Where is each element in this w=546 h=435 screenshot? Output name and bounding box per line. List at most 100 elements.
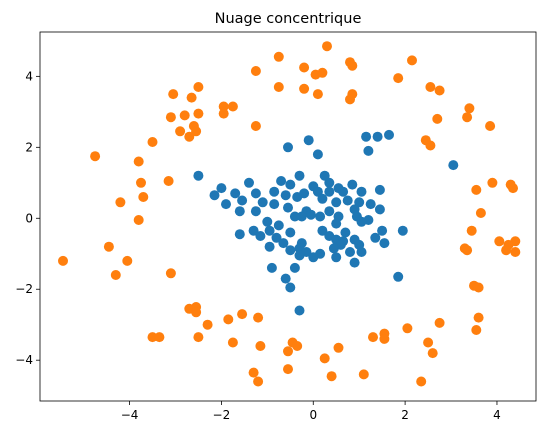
series-0-point-83 [356, 247, 367, 257]
series-1-point-44 [471, 184, 482, 195]
series-0-point-77 [379, 238, 390, 249]
x-tick-label-0: −4 [121, 408, 139, 422]
series-1-point-25 [218, 108, 229, 119]
series-1-point-87 [333, 342, 344, 353]
series-0-point-89 [349, 257, 360, 268]
series-1-point-71 [223, 314, 234, 325]
series-0-point-56 [331, 218, 342, 229]
series-1-point-67 [191, 307, 202, 318]
series-1-point-81 [379, 333, 390, 344]
series-1-point-37 [147, 137, 158, 147]
series-0-point-2 [283, 142, 293, 153]
series-0-point-28 [209, 190, 220, 201]
series-0-point-67 [271, 232, 282, 243]
series-0-point-18 [216, 183, 227, 194]
series-0-point-49 [315, 211, 326, 222]
series-1-point-96 [416, 376, 427, 387]
series-0-point-33 [342, 195, 353, 206]
series-1-point-85 [423, 337, 434, 348]
series-1-point-79 [193, 332, 204, 343]
x-tick-label-2: 0 [309, 408, 317, 422]
series-1-point-75 [402, 323, 413, 334]
series-1-point-70 [202, 319, 213, 330]
series-1-point-15 [345, 94, 355, 105]
series-1-point-8 [347, 60, 358, 71]
series-0-point-10 [294, 170, 305, 181]
series-1-point-41 [163, 176, 174, 186]
series-1-point-24 [179, 110, 190, 121]
series-0-point-3 [361, 131, 372, 142]
series-1-point-2 [273, 51, 284, 62]
series-0-point-73 [278, 238, 289, 249]
y-tick-label-4: 4 [25, 69, 33, 83]
series-1-point-95 [253, 376, 264, 387]
series-1-point-34 [184, 131, 195, 142]
series-1-point-18 [168, 89, 179, 100]
series-1-point-54 [103, 241, 114, 252]
series-1-point-91 [248, 367, 259, 378]
series-1-point-48 [475, 208, 486, 218]
series-0-point-38 [257, 197, 268, 208]
series-1-point-60 [58, 255, 68, 266]
series-1-point-21 [227, 101, 238, 112]
series-1-point-62 [165, 268, 176, 279]
series-1-point-69 [253, 312, 264, 323]
series-1-point-90 [319, 353, 330, 364]
y-tick-label-3: 2 [25, 140, 33, 154]
series-1-point-42 [487, 177, 498, 188]
series-0-point-44 [374, 204, 385, 215]
series-0-point-93 [393, 271, 404, 282]
series-1-point-61 [110, 270, 121, 280]
series-0-point-4 [372, 131, 383, 142]
series-1-point-93 [326, 371, 337, 382]
series-1-point-88 [283, 346, 293, 357]
series-1-point-0 [322, 41, 332, 52]
series-0-point-92 [280, 273, 291, 284]
series-1-point-22 [464, 103, 475, 114]
series-1-point-51 [494, 236, 505, 247]
series-0-point-19 [230, 188, 241, 199]
series-1-point-82 [227, 337, 238, 348]
series-0-point-57 [356, 216, 367, 227]
chart-title: Nuage concentrique [215, 11, 362, 27]
x-axis: −4 −2 0 2 4 [121, 401, 501, 422]
series-1-point-47 [115, 197, 126, 208]
series-0-point-17 [347, 179, 358, 190]
series-0-point-95 [294, 305, 305, 316]
y-tick-label-1: −2 [15, 282, 33, 296]
series-0-point-94 [285, 282, 296, 293]
series-0-point-21 [269, 186, 280, 197]
series-1-point-94 [358, 369, 369, 380]
series-1-point-11 [273, 82, 284, 92]
series-1-point-12 [299, 83, 310, 94]
series-0-point-7 [448, 160, 459, 171]
series-0-point-47 [289, 211, 300, 222]
series-1-point-28 [432, 113, 443, 124]
series-0-point-26 [356, 186, 367, 197]
series-0-point-48 [296, 211, 307, 222]
points-layer [58, 41, 521, 387]
series-0-point-60 [285, 227, 296, 238]
series-1-point-27 [462, 112, 473, 123]
series-1-point-68 [237, 309, 248, 320]
series-1-point-1 [407, 55, 417, 66]
series-1-point-57 [501, 245, 512, 256]
series-0-point-20 [250, 188, 261, 199]
series-0-point-61 [317, 225, 328, 236]
series-0-point-53 [234, 206, 245, 217]
series-1-point-32 [191, 126, 202, 137]
series-0-point-63 [377, 225, 388, 236]
series-1-point-9 [393, 73, 404, 84]
series-0-point-66 [255, 231, 266, 241]
series-0-point-24 [324, 186, 335, 197]
series-1-point-33 [175, 126, 186, 137]
series-1-point-73 [434, 317, 445, 328]
series-0-point-35 [365, 199, 376, 210]
series-0-point-25 [338, 186, 349, 197]
series-0-point-30 [292, 192, 303, 202]
series-1-point-23 [165, 112, 176, 123]
y-tick-label-0: −4 [15, 353, 33, 367]
series-1-point-89 [427, 348, 438, 359]
series-1-point-26 [193, 108, 204, 119]
